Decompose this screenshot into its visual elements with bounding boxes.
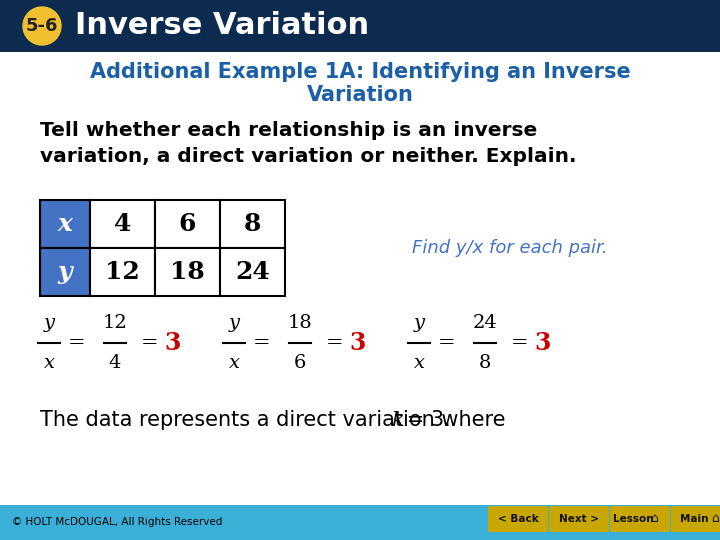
- Text: 3: 3: [350, 331, 366, 355]
- Text: 3: 3: [165, 331, 181, 355]
- Text: < Back: < Back: [498, 514, 539, 524]
- Text: 8: 8: [244, 212, 261, 236]
- Bar: [220, 200, 285, 248]
- Text: 8: 8: [479, 354, 491, 372]
- Text: x: x: [58, 212, 73, 236]
- Text: Additional Example 1A: Identifying an Inverse: Additional Example 1A: Identifying an In…: [89, 62, 631, 82]
- Text: 4: 4: [109, 354, 121, 372]
- Text: =: =: [438, 334, 456, 353]
- Text: Main: Main: [680, 514, 708, 524]
- Text: ⌂: ⌂: [650, 512, 658, 525]
- Bar: [90, 248, 155, 296]
- Text: 5-6: 5-6: [26, 17, 58, 35]
- Bar: [40, 248, 90, 296]
- Text: y: y: [58, 260, 72, 284]
- Text: 18: 18: [287, 314, 312, 332]
- Text: x: x: [228, 354, 240, 372]
- Text: = 3.: = 3.: [400, 410, 451, 430]
- Text: 12: 12: [105, 260, 140, 284]
- Text: 4: 4: [114, 212, 131, 236]
- Text: x: x: [413, 354, 425, 372]
- Text: k: k: [391, 410, 404, 429]
- Bar: [0, 505, 720, 540]
- Circle shape: [23, 7, 61, 45]
- Text: =: =: [326, 334, 344, 353]
- Text: Inverse Variation: Inverse Variation: [75, 11, 369, 40]
- Text: x: x: [43, 354, 55, 372]
- Bar: [155, 248, 220, 296]
- Bar: [40, 200, 90, 248]
- FancyBboxPatch shape: [610, 506, 670, 532]
- Text: 6: 6: [179, 212, 196, 236]
- Text: Find y/x for each pair.: Find y/x for each pair.: [413, 239, 608, 257]
- Text: 3: 3: [535, 331, 552, 355]
- Text: © HOLT McDOUGAL, All Rights Reserved: © HOLT McDOUGAL, All Rights Reserved: [12, 517, 222, 527]
- Text: y: y: [228, 314, 240, 332]
- Text: Lesson: Lesson: [613, 514, 654, 524]
- Text: =: =: [68, 334, 86, 353]
- Bar: [90, 200, 155, 248]
- Text: 24: 24: [472, 314, 498, 332]
- Text: 12: 12: [103, 314, 127, 332]
- Text: Next >: Next >: [559, 514, 599, 524]
- Text: =: =: [141, 334, 159, 353]
- Bar: [155, 200, 220, 248]
- FancyBboxPatch shape: [671, 506, 720, 532]
- Text: =: =: [253, 334, 271, 353]
- Text: 24: 24: [235, 260, 270, 284]
- Text: variation, a direct variation or neither. Explain.: variation, a direct variation or neither…: [40, 147, 577, 166]
- FancyBboxPatch shape: [488, 506, 548, 532]
- Text: The data represents a direct variation where: The data represents a direct variation w…: [40, 410, 512, 430]
- Text: =: =: [511, 334, 528, 353]
- Text: y: y: [43, 314, 55, 332]
- Text: Tell whether each relationship is an inverse: Tell whether each relationship is an inv…: [40, 120, 537, 139]
- Bar: [220, 248, 285, 296]
- Text: y: y: [413, 314, 425, 332]
- Text: Variation: Variation: [307, 85, 413, 105]
- Text: 18: 18: [170, 260, 205, 284]
- FancyBboxPatch shape: [549, 506, 609, 532]
- Bar: [0, 0, 720, 52]
- Text: 6: 6: [294, 354, 306, 372]
- Text: ⌂: ⌂: [711, 512, 719, 525]
